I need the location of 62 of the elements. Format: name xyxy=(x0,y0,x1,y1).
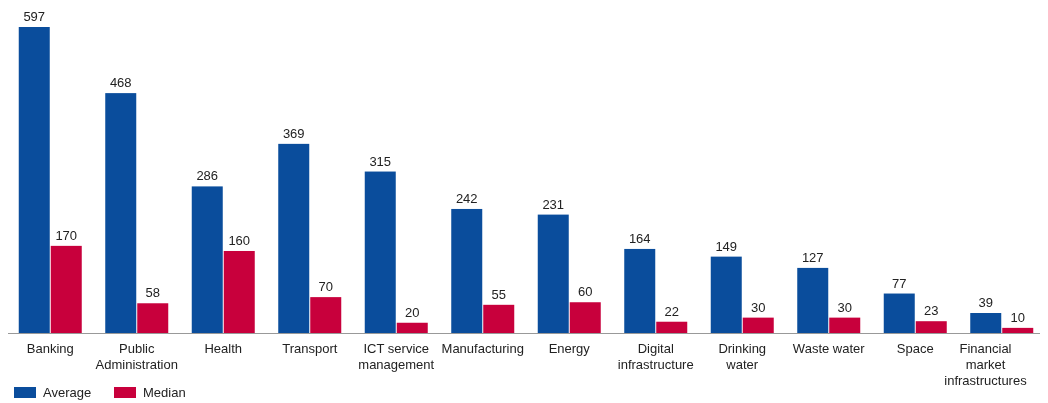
x-tick-label: Financial market infrastructures xyxy=(944,341,1028,388)
bar xyxy=(829,317,861,333)
legend-label: Average xyxy=(43,385,92,400)
bar xyxy=(278,143,310,333)
bar xyxy=(310,297,342,333)
x-tick-label: Manufacturing xyxy=(441,341,524,356)
bar xyxy=(537,214,569,333)
bar xyxy=(191,186,223,333)
data-label: 60 xyxy=(578,284,593,300)
data-label: 597 xyxy=(23,9,46,24)
data-label: 30 xyxy=(837,299,852,315)
x-tick-label: Transport xyxy=(282,341,338,356)
bar xyxy=(483,304,515,333)
bar xyxy=(915,321,947,333)
data-label: 242 xyxy=(455,190,478,206)
data-label: 127 xyxy=(801,249,824,265)
data-label: 30 xyxy=(751,299,766,315)
x-tick-label: Banking xyxy=(26,341,74,356)
data-label: 70 xyxy=(318,279,333,295)
bar xyxy=(797,267,829,333)
x-tick-label: Waste water xyxy=(792,341,866,356)
bar xyxy=(710,256,742,333)
bar xyxy=(50,245,82,333)
bar xyxy=(883,293,915,333)
data-label: 369 xyxy=(282,125,305,141)
data-label: 164 xyxy=(628,230,651,246)
bar xyxy=(223,250,255,333)
data-label: 39 xyxy=(978,295,993,311)
data-label: 231 xyxy=(542,196,565,212)
x-tick-label: Energy xyxy=(548,341,591,356)
data-label: 10 xyxy=(1010,309,1025,325)
data-label: 22 xyxy=(664,303,679,319)
x-tick-label: Space xyxy=(896,341,934,356)
data-label: 55 xyxy=(491,286,506,302)
x-tick-label: Digital infrastructure xyxy=(617,341,694,372)
bar xyxy=(1002,327,1034,333)
bar xyxy=(624,248,656,333)
data-label: 286 xyxy=(196,168,219,184)
data-label: 23 xyxy=(924,303,939,319)
bar xyxy=(18,27,50,333)
bar xyxy=(970,313,1002,333)
bar xyxy=(451,208,483,333)
bar xyxy=(364,171,396,333)
data-label: 160 xyxy=(228,232,251,248)
data-label: 315 xyxy=(369,153,392,169)
bar xyxy=(105,93,137,333)
data-label: 149 xyxy=(715,238,738,254)
bar xyxy=(396,322,428,333)
data-label: 77 xyxy=(892,275,907,291)
data-label: 468 xyxy=(109,75,132,91)
bar xyxy=(742,317,774,333)
data-label: 58 xyxy=(145,285,160,301)
data-label: 20 xyxy=(405,304,420,320)
x-tick-label: Drinking water xyxy=(718,341,767,372)
bar xyxy=(137,303,169,333)
bar xyxy=(569,302,601,333)
legend-label: Median xyxy=(143,385,186,400)
x-tick-label: Health xyxy=(204,341,243,356)
bar xyxy=(656,321,688,333)
data-label: 170 xyxy=(55,227,78,243)
x-tick-label: ICT service management xyxy=(358,341,435,372)
x-tick-label: Public Administration xyxy=(95,341,178,372)
